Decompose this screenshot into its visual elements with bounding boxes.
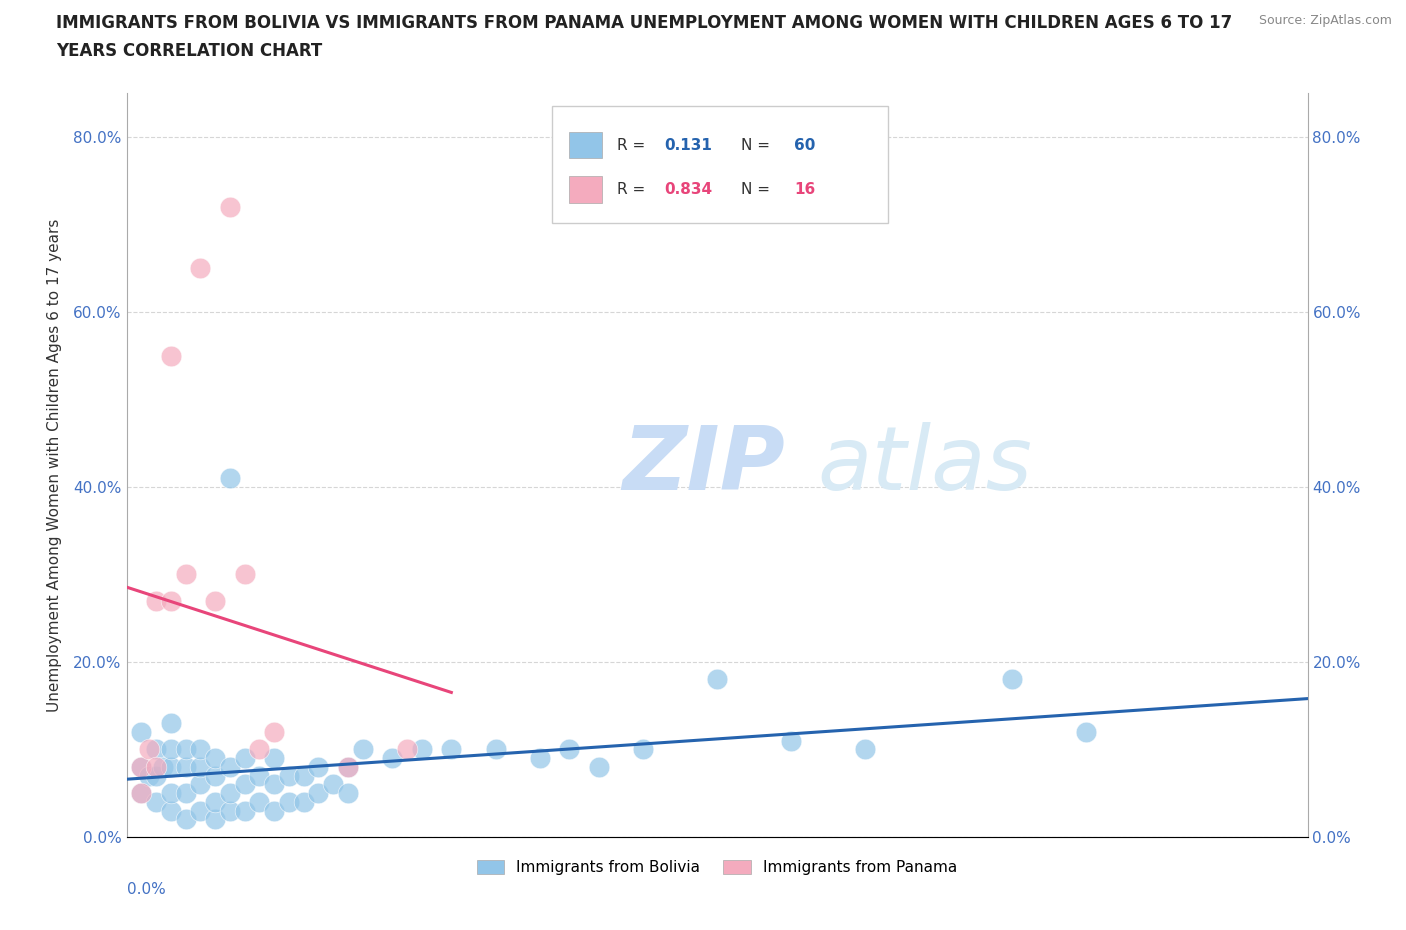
Point	[138, 742, 160, 757]
Text: R =: R =	[617, 182, 650, 197]
Point	[204, 812, 226, 827]
Point	[292, 794, 315, 809]
Point	[145, 593, 167, 608]
Point	[337, 786, 360, 801]
Point	[307, 760, 329, 775]
FancyBboxPatch shape	[569, 132, 603, 158]
Point	[706, 672, 728, 687]
Point	[411, 742, 433, 757]
Point	[219, 199, 242, 214]
Point	[322, 777, 344, 792]
Point	[138, 768, 160, 783]
Point	[160, 786, 183, 801]
Point	[188, 777, 212, 792]
Point	[174, 742, 197, 757]
Point	[145, 794, 167, 809]
Y-axis label: Unemployment Among Women with Children Ages 6 to 17 years: Unemployment Among Women with Children A…	[46, 219, 62, 711]
Point	[129, 760, 153, 775]
Point	[204, 768, 226, 783]
Point	[233, 751, 256, 765]
Point	[263, 804, 285, 818]
Point	[337, 760, 360, 775]
Point	[174, 812, 197, 827]
Point	[263, 751, 285, 765]
Point	[145, 768, 167, 783]
Point	[188, 804, 212, 818]
Point	[381, 751, 404, 765]
Point	[278, 794, 301, 809]
Point	[233, 567, 256, 582]
Point	[337, 760, 360, 775]
Point	[307, 786, 329, 801]
Point	[233, 804, 256, 818]
Point	[219, 760, 242, 775]
Text: Source: ZipAtlas.com: Source: ZipAtlas.com	[1258, 14, 1392, 27]
Point	[145, 760, 167, 775]
Point	[233, 777, 256, 792]
Point	[129, 760, 153, 775]
Point	[145, 742, 167, 757]
Point	[160, 760, 183, 775]
Text: R =: R =	[617, 138, 650, 153]
Point	[352, 742, 374, 757]
Point	[160, 593, 183, 608]
Point	[219, 471, 242, 485]
Point	[188, 260, 212, 275]
Point	[174, 760, 197, 775]
Text: atlas: atlas	[817, 422, 1032, 508]
Point	[174, 567, 197, 582]
Text: 16: 16	[794, 182, 815, 197]
Point	[249, 768, 271, 783]
Point	[160, 742, 183, 757]
Point	[219, 804, 242, 818]
Point	[1001, 672, 1024, 687]
Point	[558, 742, 581, 757]
Point	[278, 768, 301, 783]
Text: YEARS CORRELATION CHART: YEARS CORRELATION CHART	[56, 42, 322, 60]
Text: N =: N =	[741, 182, 769, 197]
Point	[188, 760, 212, 775]
Point	[160, 348, 183, 363]
Point	[263, 777, 285, 792]
Text: IMMIGRANTS FROM BOLIVIA VS IMMIGRANTS FROM PANAMA UNEMPLOYMENT AMONG WOMEN WITH : IMMIGRANTS FROM BOLIVIA VS IMMIGRANTS FR…	[56, 14, 1233, 32]
Point	[160, 804, 183, 818]
Point	[152, 760, 174, 775]
Text: 0.0%: 0.0%	[127, 882, 166, 897]
Point	[174, 786, 197, 801]
Text: N =: N =	[741, 138, 769, 153]
FancyBboxPatch shape	[569, 177, 603, 203]
Point	[263, 724, 285, 739]
Point	[633, 742, 655, 757]
Point	[779, 733, 801, 748]
Text: 60: 60	[794, 138, 815, 153]
Point	[588, 760, 610, 775]
Text: 0.834: 0.834	[664, 182, 711, 197]
Text: ZIP: ZIP	[623, 421, 786, 509]
Point	[484, 742, 508, 757]
FancyBboxPatch shape	[551, 106, 889, 223]
Point	[396, 742, 419, 757]
Point	[160, 716, 183, 731]
Point	[249, 742, 271, 757]
Point	[529, 751, 551, 765]
Point	[204, 794, 226, 809]
Point	[219, 786, 242, 801]
Point	[440, 742, 463, 757]
Point	[292, 768, 315, 783]
Point	[1076, 724, 1098, 739]
Point	[204, 751, 226, 765]
Point	[129, 786, 153, 801]
Text: 0.131: 0.131	[664, 138, 711, 153]
Point	[129, 786, 153, 801]
Legend: Immigrants from Bolivia, Immigrants from Panama: Immigrants from Bolivia, Immigrants from…	[471, 854, 963, 882]
Point	[129, 724, 153, 739]
Point	[249, 794, 271, 809]
Point	[204, 593, 226, 608]
Point	[188, 742, 212, 757]
Point	[853, 742, 876, 757]
